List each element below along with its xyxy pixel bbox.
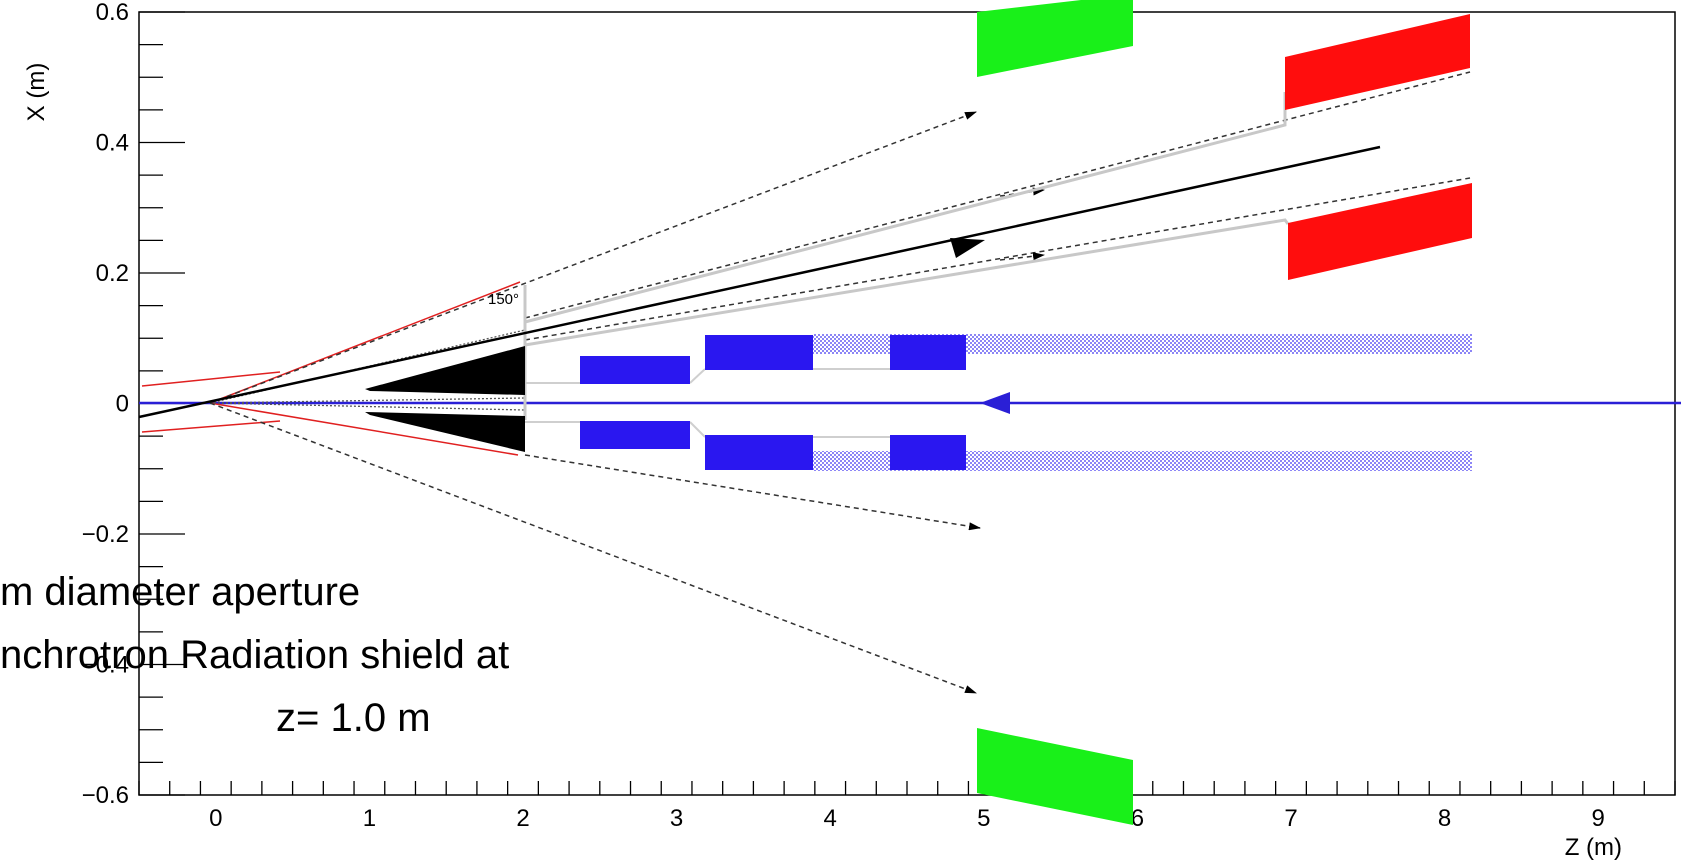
aperture-note-line2: nchrotron Radiation shield at [0, 633, 509, 677]
central-trajectory [138, 145, 1381, 419]
beam-pipe-lower-hatched [812, 451, 1472, 471]
x-axis-title: Z (m) [1565, 834, 1622, 861]
x-tick-label: 4 [824, 805, 837, 832]
x-tick-label: 5 [977, 805, 990, 832]
beam-direction-arrow [980, 392, 1010, 414]
angle-label: 150° [488, 291, 519, 308]
x-axis-ticks: 0 1 2 3 4 5 6 7 8 9 [138, 781, 1676, 832]
shield-wedge-lower [365, 412, 525, 452]
y-tick-label: −0.2 [82, 521, 129, 548]
x-tick-label: 9 [1592, 805, 1605, 832]
y-axis-title: X (m) [23, 63, 50, 122]
shield-wedge-upper [365, 346, 525, 395]
dashed-trajectories [209, 71, 1471, 694]
magnet-upper-3 [890, 335, 966, 370]
y-tick-label: 0.2 [96, 260, 129, 287]
x-tick-label: 6 [1131, 805, 1144, 832]
magnet-connectors [525, 368, 890, 438]
magnets [580, 335, 966, 470]
detector-green-upper [977, 0, 1133, 77]
x-tick-label: 1 [363, 805, 376, 832]
x-tick-label: 8 [1438, 805, 1451, 832]
magnet-lower-2 [705, 435, 813, 470]
magnet-upper-1 [580, 356, 690, 384]
y-tick-label: 0 [116, 391, 129, 418]
x-tick-label: 3 [670, 805, 683, 832]
detector-red-lower [1288, 183, 1472, 280]
x-tick-label: 7 [1284, 805, 1297, 832]
x-tick-label: 2 [516, 805, 529, 832]
x-tick-label: 0 [209, 805, 222, 832]
aperture-note-line1: m diameter aperture [0, 570, 360, 614]
detector-green-lower [977, 728, 1133, 825]
y-tick-label: 0.4 [96, 130, 129, 157]
magnet-upper-2 [705, 335, 813, 370]
y-tick-label: −0.4 [82, 652, 129, 679]
magnet-lower-1 [580, 421, 690, 449]
magnet-lower-3 [890, 435, 966, 470]
aperture-note-line3: z= 1.0 m [276, 696, 431, 740]
beam-pipe-upper-hatched [812, 334, 1472, 354]
y-axis-ticks: 0.6 0.4 0.2 0 −0.2 −0.4 −0.6 [82, 0, 185, 809]
y-tick-label: 0.6 [96, 0, 129, 26]
y-tick-label: −0.6 [82, 782, 129, 809]
detector-red-upper [1285, 14, 1470, 110]
